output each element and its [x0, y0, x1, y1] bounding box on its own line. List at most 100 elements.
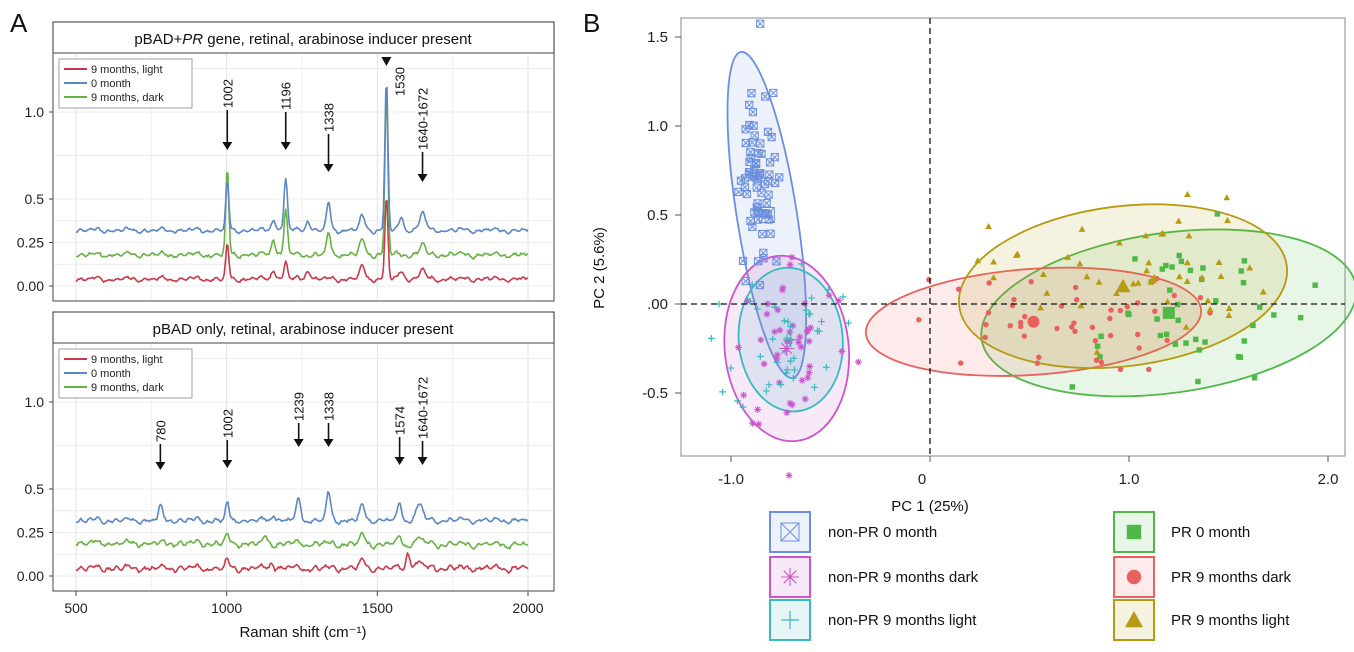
point-marker	[1146, 366, 1152, 373]
panel-a-bottom-y-ticks: 0.00 0.25 0.5 1.0	[17, 394, 53, 584]
point-marker	[786, 261, 794, 269]
point-marker	[1172, 341, 1179, 347]
point-marker	[759, 248, 768, 257]
point-marker	[1198, 274, 1206, 281]
legend-label: 9 months, light	[91, 64, 163, 76]
point-marker	[754, 406, 762, 413]
point-marker	[1093, 348, 1101, 355]
point-marker	[1238, 268, 1244, 274]
point-marker	[791, 366, 798, 374]
panel-a-bottom-grid	[54, 344, 553, 590]
point-marker	[754, 148, 763, 158]
point-marker	[1224, 216, 1231, 224]
point-marker	[1108, 307, 1114, 313]
point-marker	[780, 522, 800, 542]
point-marker	[1108, 332, 1114, 339]
point-marker	[1183, 340, 1189, 346]
point-group	[916, 275, 1213, 373]
point-marker	[765, 170, 774, 179]
annotation-label: 1338	[322, 392, 337, 421]
point-marker	[1213, 298, 1219, 304]
legend-item: PR 0 month	[1113, 511, 1250, 553]
point-marker	[765, 158, 775, 167]
point-marker	[748, 108, 758, 117]
point-marker	[781, 611, 799, 629]
point-marker	[762, 387, 770, 395]
point-marker	[741, 277, 750, 286]
point-marker	[780, 317, 788, 325]
point-marker	[798, 376, 806, 384]
annotation-arrowhead	[394, 457, 405, 465]
point-marker	[743, 190, 751, 198]
boxed-x-square-icon	[780, 522, 800, 542]
point-marker	[1134, 300, 1141, 306]
annotation-arrowhead	[417, 457, 428, 465]
point-marker	[1185, 232, 1193, 239]
point-marker	[835, 297, 843, 305]
point-marker	[818, 318, 825, 325]
y-tick-label: 0.00	[17, 278, 44, 294]
point-marker	[756, 353, 764, 360]
point-marker	[764, 300, 772, 308]
point-marker	[760, 180, 770, 189]
point-marker	[985, 222, 992, 230]
annotation-label: 1530	[392, 67, 407, 96]
point-marker	[1215, 258, 1223, 265]
point-marker	[1250, 322, 1256, 329]
point-marker	[1034, 360, 1041, 366]
point-marker	[1125, 611, 1143, 628]
point-marker	[746, 148, 755, 156]
point-marker	[763, 310, 771, 318]
point-marker	[1011, 296, 1017, 303]
point-marker	[854, 358, 862, 366]
annotation-label: 1338	[322, 103, 337, 132]
point-marker	[1093, 357, 1100, 363]
point-marker	[1259, 288, 1267, 295]
point-marker	[1159, 266, 1166, 272]
point-marker	[985, 309, 992, 316]
point-marker	[739, 403, 747, 411]
point-marker	[769, 88, 778, 98]
point-marker	[769, 88, 778, 97]
point-marker	[764, 127, 772, 136]
annotation-arrowhead	[280, 142, 291, 150]
annotation-arrowhead	[417, 174, 428, 182]
point-marker	[727, 364, 735, 372]
point-marker	[1142, 232, 1150, 239]
point-marker	[738, 256, 748, 265]
point-marker	[1027, 315, 1040, 328]
annotation-label: 1640-1672	[416, 377, 431, 439]
point-marker	[1083, 273, 1091, 280]
point-marker	[750, 131, 759, 140]
point-marker	[806, 363, 814, 370]
point-marker	[1064, 253, 1072, 260]
point-marker	[1176, 273, 1183, 280]
point-marker	[755, 281, 764, 290]
point-marker	[739, 256, 747, 265]
point-marker	[1014, 250, 1021, 257]
legend-label: 9 months, dark	[91, 92, 164, 104]
point-marker	[1163, 331, 1170, 338]
x-tick-label: 2.0	[1318, 471, 1339, 488]
point-marker	[1195, 378, 1201, 385]
point-marker	[802, 306, 810, 314]
point-marker	[742, 189, 752, 199]
point-marker	[759, 254, 768, 263]
panel-a-top-annotations: 1002 1196 1338 1530 1640-1672	[220, 57, 431, 182]
point-marker	[745, 169, 754, 178]
point-marker	[746, 147, 755, 157]
point-marker	[1145, 259, 1153, 266]
point-marker	[1037, 304, 1044, 311]
point-marker	[1196, 347, 1202, 353]
series-line-0-month	[75, 491, 529, 526]
point-marker	[746, 154, 755, 163]
panel-a-top-legend: 9 months, light 0 month 9 months, dark	[58, 58, 193, 109]
point-marker	[1095, 278, 1103, 285]
point-marker	[1204, 297, 1212, 304]
point-marker	[753, 257, 763, 266]
point-marker	[825, 291, 833, 299]
point-marker	[1152, 308, 1158, 314]
point-marker	[1132, 256, 1138, 262]
point-marker	[754, 209, 763, 218]
